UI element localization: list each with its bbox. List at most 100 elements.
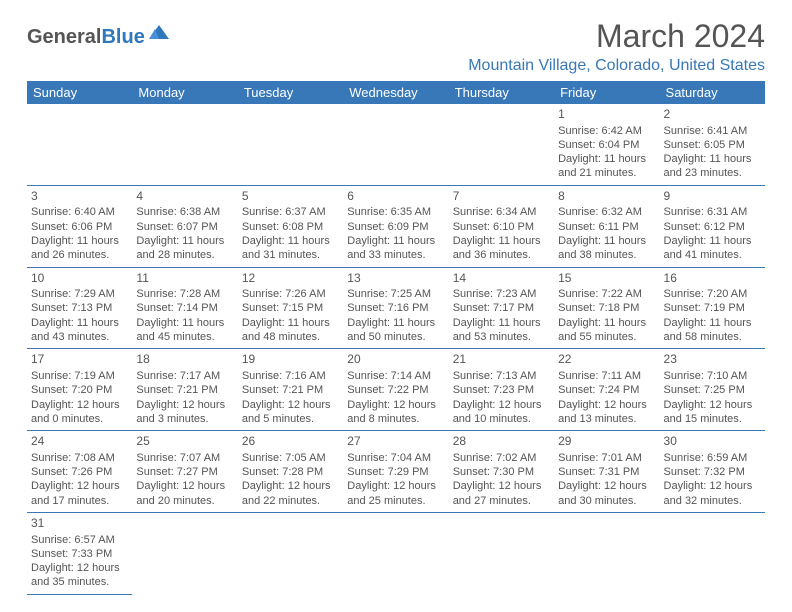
calendar-day: 16Sunrise: 7:20 AMSunset: 7:19 PMDayligh… <box>660 268 765 350</box>
sunrise-line: Sunrise: 7:25 AM <box>347 287 444 301</box>
sunrise-line: Sunrise: 7:11 AM <box>558 369 655 383</box>
calendar-day: 11Sunrise: 7:28 AMSunset: 7:14 PMDayligh… <box>132 268 237 350</box>
calendar-empty <box>132 513 237 595</box>
daylight-line: Daylight: 11 hours and 55 minutes. <box>558 316 655 345</box>
sunset-line: Sunset: 7:16 PM <box>347 301 444 315</box>
day-number: 9 <box>664 189 761 205</box>
sunrise-line: Sunrise: 6:41 AM <box>664 124 761 138</box>
sunrise-line: Sunrise: 7:05 AM <box>242 451 339 465</box>
daylight-line: Daylight: 12 hours and 35 minutes. <box>31 561 128 590</box>
sunrise-line: Sunrise: 7:02 AM <box>453 451 550 465</box>
calendar-empty <box>238 513 343 595</box>
calendar-day: 22Sunrise: 7:11 AMSunset: 7:24 PMDayligh… <box>554 349 659 431</box>
calendar-day: 4Sunrise: 6:38 AMSunset: 6:07 PMDaylight… <box>132 186 237 268</box>
daylight-line: Daylight: 11 hours and 58 minutes. <box>664 316 761 345</box>
weekday-header: Thursday <box>449 81 554 104</box>
calendar-week: 1Sunrise: 6:42 AMSunset: 6:04 PMDaylight… <box>27 104 765 186</box>
calendar-day: 21Sunrise: 7:13 AMSunset: 7:23 PMDayligh… <box>449 349 554 431</box>
sunset-line: Sunset: 6:10 PM <box>453 220 550 234</box>
daylight-line: Daylight: 11 hours and 45 minutes. <box>136 316 233 345</box>
sunrise-line: Sunrise: 6:38 AM <box>136 205 233 219</box>
daylight-line: Daylight: 11 hours and 53 minutes. <box>453 316 550 345</box>
daylight-line: Daylight: 12 hours and 22 minutes. <box>242 479 339 508</box>
daylight-line: Daylight: 11 hours and 48 minutes. <box>242 316 339 345</box>
daylight-line: Daylight: 12 hours and 27 minutes. <box>453 479 550 508</box>
calendar-day: 31Sunrise: 6:57 AMSunset: 7:33 PMDayligh… <box>27 513 132 595</box>
calendar-day: 7Sunrise: 6:34 AMSunset: 6:10 PMDaylight… <box>449 186 554 268</box>
daylight-line: Daylight: 11 hours and 21 minutes. <box>558 152 655 181</box>
sunrise-line: Sunrise: 6:59 AM <box>664 451 761 465</box>
daylight-line: Daylight: 12 hours and 0 minutes. <box>31 398 128 427</box>
calendar-body: 1Sunrise: 6:42 AMSunset: 6:04 PMDaylight… <box>27 104 765 595</box>
day-number: 10 <box>31 271 128 287</box>
daylight-line: Daylight: 12 hours and 13 minutes. <box>558 398 655 427</box>
sunrise-line: Sunrise: 7:17 AM <box>136 369 233 383</box>
sunset-line: Sunset: 7:26 PM <box>31 465 128 479</box>
daylight-line: Daylight: 11 hours and 38 minutes. <box>558 234 655 263</box>
sunset-line: Sunset: 6:11 PM <box>558 220 655 234</box>
calendar-empty <box>449 104 554 186</box>
calendar-week: 10Sunrise: 7:29 AMSunset: 7:13 PMDayligh… <box>27 268 765 350</box>
daylight-line: Daylight: 11 hours and 43 minutes. <box>31 316 128 345</box>
location: Mountain Village, Colorado, United State… <box>468 57 765 75</box>
sunrise-line: Sunrise: 7:01 AM <box>558 451 655 465</box>
sunrise-line: Sunrise: 6:57 AM <box>31 533 128 547</box>
day-number: 1 <box>558 107 655 123</box>
calendar-head: SundayMondayTuesdayWednesdayThursdayFrid… <box>27 81 765 104</box>
day-number: 22 <box>558 352 655 368</box>
sunset-line: Sunset: 7:30 PM <box>453 465 550 479</box>
day-number: 8 <box>558 189 655 205</box>
sunrise-line: Sunrise: 7:08 AM <box>31 451 128 465</box>
calendar-empty <box>343 104 448 186</box>
sunrise-line: Sunrise: 6:35 AM <box>347 205 444 219</box>
calendar-day: 18Sunrise: 7:17 AMSunset: 7:21 PMDayligh… <box>132 349 237 431</box>
day-number: 7 <box>453 189 550 205</box>
sunset-line: Sunset: 6:06 PM <box>31 220 128 234</box>
daylight-line: Daylight: 11 hours and 23 minutes. <box>664 152 761 181</box>
sunset-line: Sunset: 7:15 PM <box>242 301 339 315</box>
sunset-line: Sunset: 6:09 PM <box>347 220 444 234</box>
daylight-line: Daylight: 11 hours and 36 minutes. <box>453 234 550 263</box>
day-number: 21 <box>453 352 550 368</box>
sunrise-line: Sunrise: 7:26 AM <box>242 287 339 301</box>
day-number: 31 <box>31 516 128 532</box>
daylight-line: Daylight: 11 hours and 26 minutes. <box>31 234 128 263</box>
day-number: 30 <box>664 434 761 450</box>
weekday-header: Monday <box>132 81 237 104</box>
calendar-day: 1Sunrise: 6:42 AMSunset: 6:04 PMDaylight… <box>554 104 659 186</box>
sunrise-line: Sunrise: 7:23 AM <box>453 287 550 301</box>
daylight-line: Daylight: 11 hours and 33 minutes. <box>347 234 444 263</box>
daylight-line: Daylight: 12 hours and 30 minutes. <box>558 479 655 508</box>
weekday-header: Friday <box>554 81 659 104</box>
calendar-day: 23Sunrise: 7:10 AMSunset: 7:25 PMDayligh… <box>660 349 765 431</box>
daylight-line: Daylight: 12 hours and 17 minutes. <box>31 479 128 508</box>
sunset-line: Sunset: 7:14 PM <box>136 301 233 315</box>
sunset-line: Sunset: 6:05 PM <box>664 138 761 152</box>
sunrise-line: Sunrise: 7:07 AM <box>136 451 233 465</box>
day-number: 3 <box>31 189 128 205</box>
sunrise-line: Sunrise: 7:13 AM <box>453 369 550 383</box>
calendar-empty <box>449 513 554 595</box>
sunset-line: Sunset: 6:07 PM <box>136 220 233 234</box>
weekday-header: Saturday <box>660 81 765 104</box>
day-number: 17 <box>31 352 128 368</box>
calendar-day: 8Sunrise: 6:32 AMSunset: 6:11 PMDaylight… <box>554 186 659 268</box>
header: GeneralBlue March 2024 Mountain Village,… <box>27 18 765 75</box>
logo-part1: General <box>27 26 101 48</box>
sunrise-line: Sunrise: 6:34 AM <box>453 205 550 219</box>
day-number: 5 <box>242 189 339 205</box>
calendar-week: 17Sunrise: 7:19 AMSunset: 7:20 PMDayligh… <box>27 349 765 431</box>
month-title: March 2024 <box>468 18 765 55</box>
weekday-header: Sunday <box>27 81 132 104</box>
calendar-day: 19Sunrise: 7:16 AMSunset: 7:21 PMDayligh… <box>238 349 343 431</box>
day-number: 23 <box>664 352 761 368</box>
day-number: 6 <box>347 189 444 205</box>
day-number: 25 <box>136 434 233 450</box>
sunset-line: Sunset: 6:08 PM <box>242 220 339 234</box>
daylight-line: Daylight: 12 hours and 5 minutes. <box>242 398 339 427</box>
sunrise-line: Sunrise: 6:40 AM <box>31 205 128 219</box>
calendar-day: 3Sunrise: 6:40 AMSunset: 6:06 PMDaylight… <box>27 186 132 268</box>
sunset-line: Sunset: 6:04 PM <box>558 138 655 152</box>
day-number: 16 <box>664 271 761 287</box>
day-number: 27 <box>347 434 444 450</box>
